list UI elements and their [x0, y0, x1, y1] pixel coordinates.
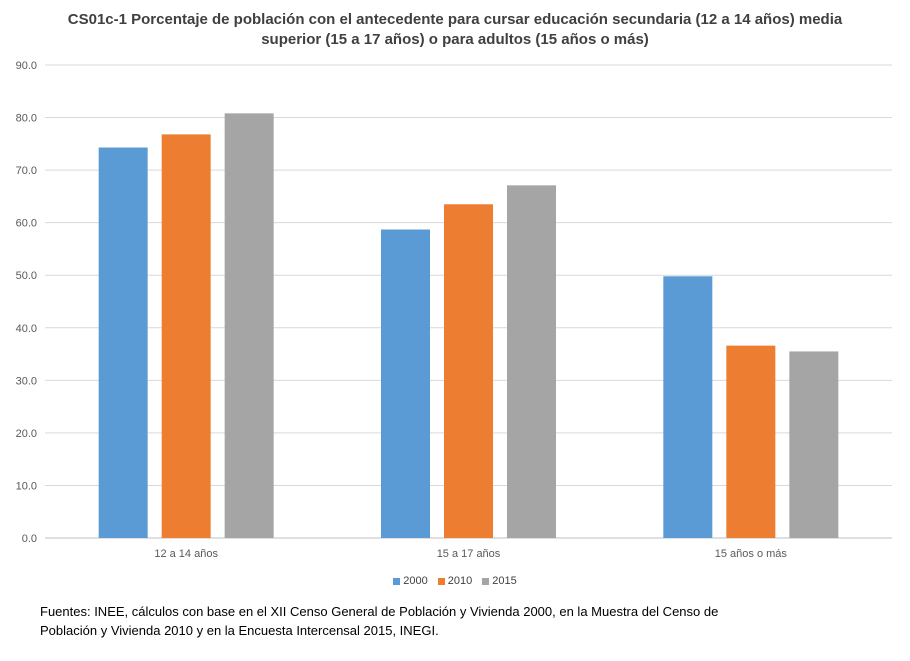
legend-label: 2000	[403, 575, 428, 587]
bar-2015-1	[507, 185, 556, 538]
legend-label: 2015	[492, 575, 517, 587]
source-note: Fuentes: INEE, cálculos con base en el X…	[40, 604, 719, 638]
x-tick-label: 15 a 17 años	[437, 548, 501, 560]
bar-2015-0	[224, 113, 274, 539]
bar-chart: 0.010.020.030.040.050.060.070.080.090.0 …	[16, 60, 892, 560]
bar-2000-2	[663, 276, 713, 538]
legend-item-2010: 2010	[437, 575, 473, 587]
bar-2015-2	[789, 351, 839, 538]
y-tick-label: 0.0	[22, 533, 37, 545]
bar-2010-2	[726, 345, 776, 538]
x-tick-label: 15 años o más	[715, 548, 788, 560]
legend-swatch	[393, 577, 401, 585]
x-tick-label: 12 a 14 años	[154, 548, 218, 560]
legend: 2000 2010 2015	[0, 575, 910, 587]
bar-2000-0	[98, 147, 148, 539]
y-tick-label: 60.0	[16, 218, 37, 230]
bar-2000-1	[381, 229, 430, 538]
bars	[98, 113, 839, 539]
y-tick-label: 50.0	[16, 270, 37, 282]
legend-label: 2010	[447, 575, 473, 587]
y-tick-label: 80.0	[16, 113, 37, 125]
y-tick-label: 40.0	[16, 323, 37, 335]
y-tick-label: 20.0	[16, 428, 37, 440]
y-tick-label: 30.0	[16, 375, 37, 387]
legend-swatch	[482, 577, 490, 585]
legend-swatch	[437, 577, 445, 585]
y-axis-ticks: 0.0 10.0 20.0 30.0 40.0 50.0 60.0 70.0 80.0 90.0	[16, 60, 37, 545]
legend-item-2015: 2015	[482, 575, 517, 587]
bar-2010-1	[444, 204, 493, 538]
x-axis-ticks: 12 a 14 años 15 a 17 años 15 años o más	[154, 548, 787, 560]
bar-2010-0	[161, 134, 211, 538]
legend-item-2000: 2000	[393, 575, 428, 587]
y-tick-label: 70.0	[16, 165, 37, 177]
y-tick-label: 10.0	[16, 480, 37, 492]
y-tick-label: 90.0	[16, 60, 37, 72]
chart-title: CS01c-1 Porcentaje de población con el a…	[67, 11, 843, 48]
